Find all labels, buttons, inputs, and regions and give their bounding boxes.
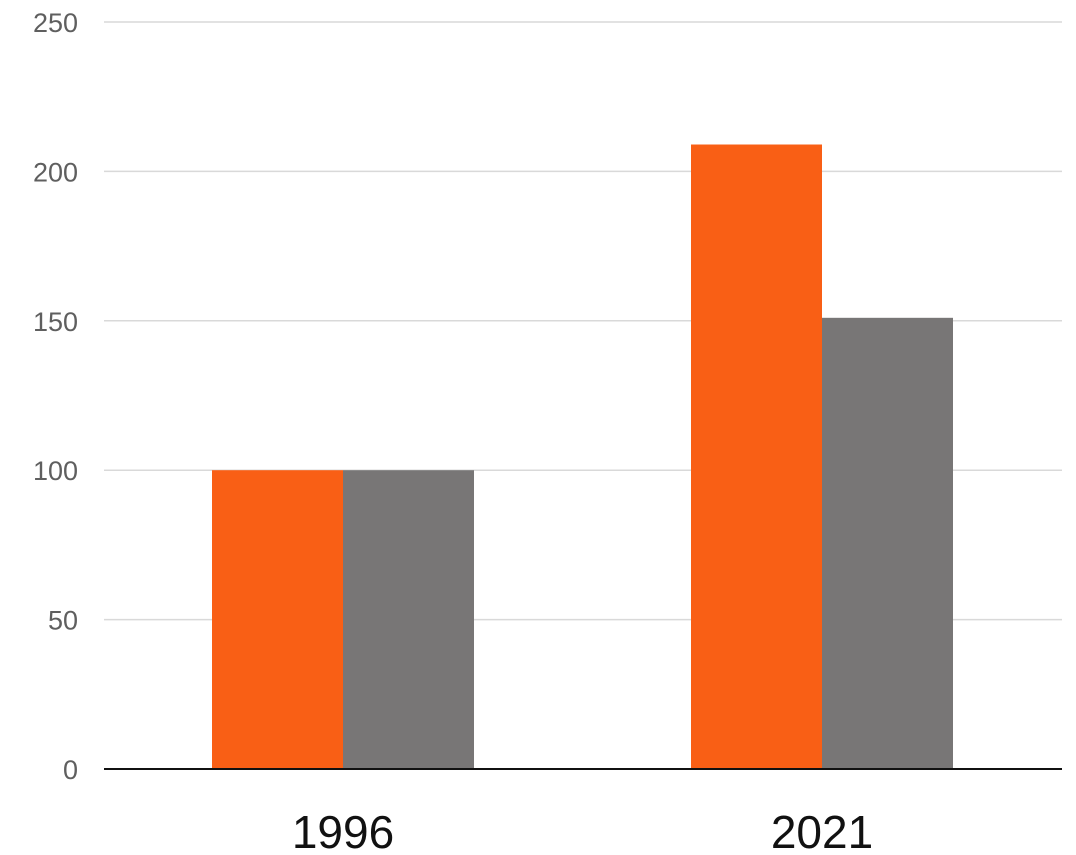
y-tick-label-100: 100 [33, 456, 78, 486]
y-tick-label-0: 0 [63, 755, 78, 785]
y-axis-tick-labels: 0 50 100 150 200 250 [33, 8, 78, 785]
x-tick-label-1996: 1996 [292, 806, 394, 855]
y-tick-label-50: 50 [48, 606, 78, 636]
bar-2021-series-1 [691, 144, 822, 769]
bar-1996-series-1 [212, 470, 343, 769]
bar-2021-series-2 [822, 317, 953, 769]
y-tick-label-200: 200 [33, 157, 78, 187]
y-tick-label-250: 250 [33, 8, 78, 38]
bar-1996-series-2 [343, 470, 474, 769]
bars [212, 144, 953, 769]
x-tick-label-2021: 2021 [771, 806, 873, 855]
y-tick-label-150: 150 [33, 307, 78, 337]
x-axis-tick-labels: 1996 2021 [292, 806, 873, 855]
